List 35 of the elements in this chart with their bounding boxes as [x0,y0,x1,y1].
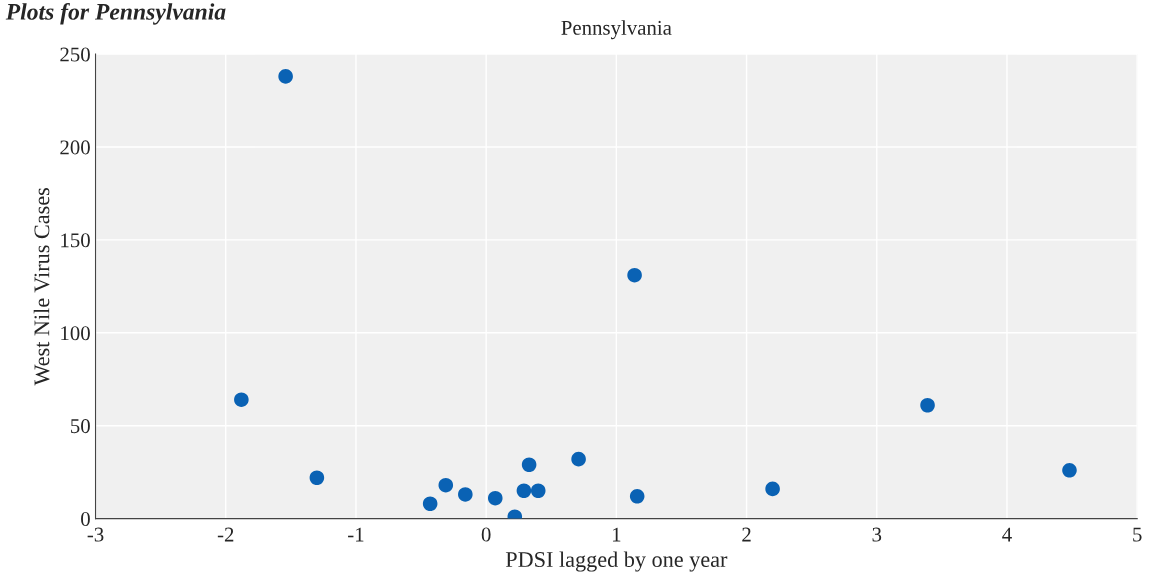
chart-title: Pennsylvania [561,20,672,40]
x-tick-label: 1 [612,527,621,542]
y-axis-title: West Nile Virus Cases [33,188,50,386]
x-tick-label: 0 [481,527,491,542]
point [458,487,473,502]
point [765,481,780,497]
point [278,69,293,84]
x-tick-label: -3 [87,527,104,542]
point [1062,463,1077,478]
y-tick-label: 250 [60,47,90,62]
point [521,457,537,473]
point [629,489,645,504]
point [234,392,249,407]
y-tick-label: 150 [61,233,90,248]
x-tick-label: 4 [1002,527,1012,542]
y-tick-label: 100 [61,326,90,341]
x-tick-label: 5 [1133,527,1142,542]
point [516,483,532,499]
point [530,483,546,499]
point [422,496,438,512]
point [571,451,586,467]
x-tick-label: 2 [742,527,751,542]
y-tick-label: 0 [81,511,90,527]
x-tick-label: -1 [348,527,364,542]
y-tick-label: 50 [71,419,90,434]
y-tick-label: 200 [60,140,90,155]
text: Plots for Pennsylvania [5,2,226,25]
x-tick-label: -2 [217,527,234,542]
point [438,477,454,493]
x-axis-title: PDSI lagged by one year [505,551,728,572]
x-tick-label: 3 [872,527,882,542]
point [487,490,503,506]
point [309,470,325,486]
point [627,267,642,283]
point [920,397,935,413]
